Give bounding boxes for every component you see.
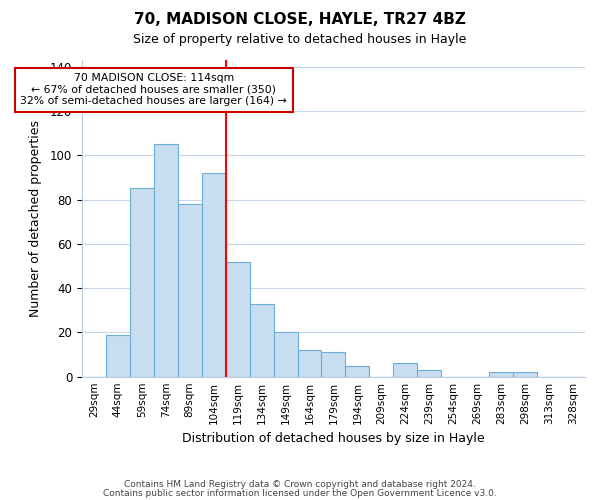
- Bar: [250, 304, 274, 376]
- Bar: [106, 334, 130, 376]
- Bar: [346, 366, 370, 376]
- Y-axis label: Number of detached properties: Number of detached properties: [29, 120, 41, 317]
- Text: 70 MADISON CLOSE: 114sqm
← 67% of detached houses are smaller (350)
32% of semi-: 70 MADISON CLOSE: 114sqm ← 67% of detach…: [20, 74, 287, 106]
- Bar: [298, 350, 322, 376]
- Bar: [418, 370, 441, 376]
- Bar: [130, 188, 154, 376]
- Bar: [178, 204, 202, 376]
- Bar: [513, 372, 537, 376]
- Text: 70, MADISON CLOSE, HAYLE, TR27 4BZ: 70, MADISON CLOSE, HAYLE, TR27 4BZ: [134, 12, 466, 28]
- X-axis label: Distribution of detached houses by size in Hayle: Distribution of detached houses by size …: [182, 432, 485, 445]
- Text: Contains public sector information licensed under the Open Government Licence v3: Contains public sector information licen…: [103, 488, 497, 498]
- Bar: [226, 262, 250, 376]
- Bar: [202, 173, 226, 376]
- Bar: [154, 144, 178, 376]
- Bar: [489, 372, 513, 376]
- Bar: [394, 364, 418, 376]
- Bar: [274, 332, 298, 376]
- Text: Size of property relative to detached houses in Hayle: Size of property relative to detached ho…: [133, 32, 467, 46]
- Bar: [322, 352, 346, 376]
- Text: Contains HM Land Registry data © Crown copyright and database right 2024.: Contains HM Land Registry data © Crown c…: [124, 480, 476, 489]
